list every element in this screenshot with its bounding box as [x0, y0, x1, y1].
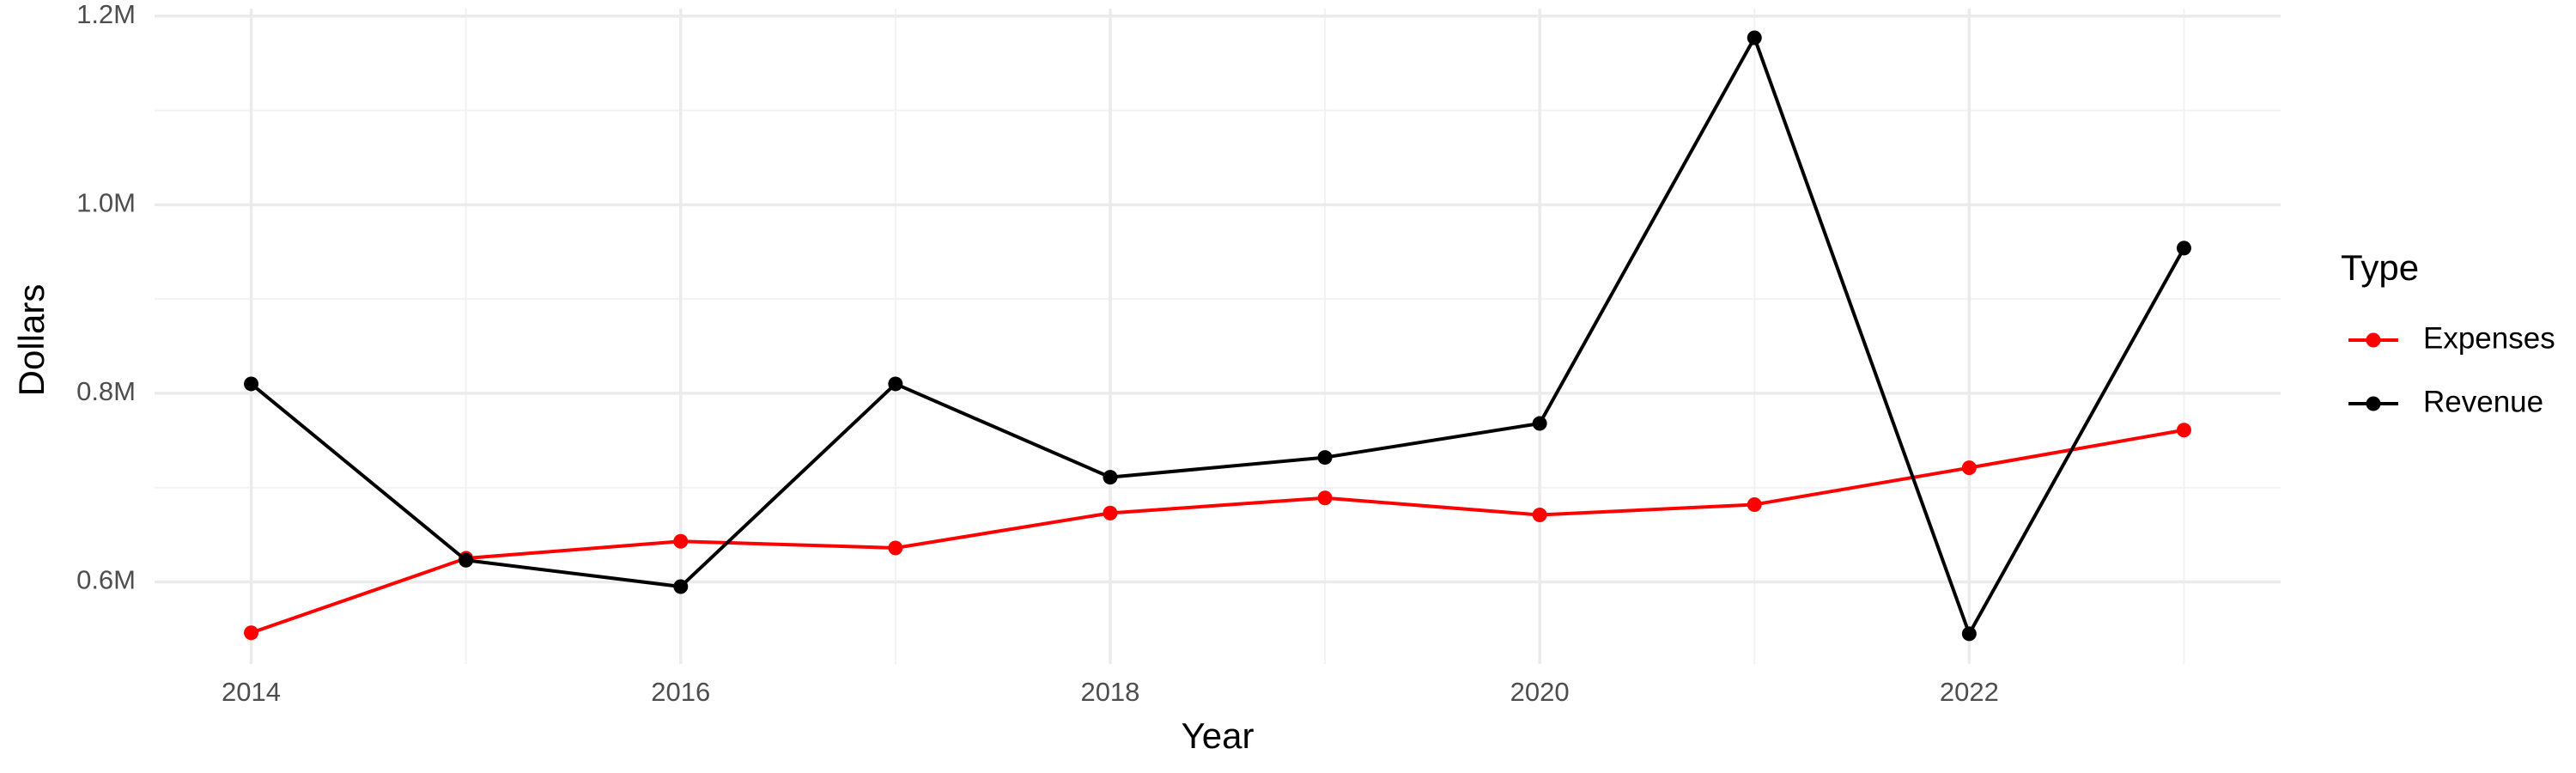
x-tick-label: 2018	[1080, 677, 1139, 707]
data-point	[1747, 30, 1762, 46]
x-tick-label: 2016	[651, 677, 710, 707]
data-point	[1961, 626, 1977, 642]
data-point	[2176, 240, 2191, 256]
legend-point	[2366, 332, 2381, 348]
legend-label: Revenue	[2423, 385, 2543, 418]
data-point	[1961, 460, 1977, 476]
x-tick-label: 2014	[222, 677, 281, 707]
data-point	[888, 540, 903, 556]
data-point	[673, 533, 689, 549]
data-point	[244, 625, 259, 641]
data-point	[1532, 416, 1547, 431]
legend-label: Expenses	[2423, 321, 2555, 355]
x-axis-title: Year	[1182, 715, 1255, 756]
series-line	[250, 36, 2186, 636]
data-point	[1532, 508, 1547, 523]
data-point	[244, 376, 259, 392]
y-tick-label: 1.2M	[76, 0, 136, 29]
data-point	[1317, 450, 1333, 466]
data-point	[673, 579, 689, 594]
x-tick-label: 2020	[1510, 677, 1570, 707]
data-point	[1317, 490, 1333, 506]
legend-point	[2366, 396, 2381, 411]
x-tick-label: 2022	[1940, 677, 1999, 707]
y-tick-label: 1.0M	[76, 188, 136, 218]
data-point	[888, 376, 903, 392]
data-point	[1103, 505, 1118, 520]
y-tick-label: 0.6M	[76, 565, 136, 595]
y-tick-label: 0.8M	[76, 376, 136, 406]
y-axis-title: Dollars	[11, 284, 52, 397]
data-point	[2176, 423, 2191, 438]
data-point	[1747, 496, 1762, 512]
legend-title: Type	[2341, 247, 2419, 288]
data-point	[459, 552, 474, 568]
data-point	[1103, 470, 1118, 485]
series-line	[250, 428, 2184, 635]
